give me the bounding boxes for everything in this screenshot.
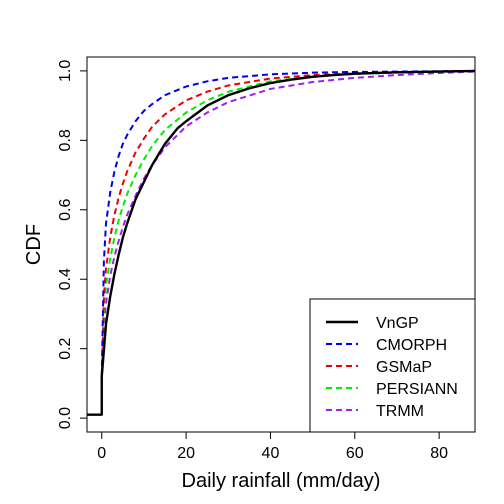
series-line-gsmap	[100, 69, 475, 384]
x-tick-label: 60	[346, 445, 364, 462]
y-tick-label: 0.0	[57, 407, 74, 429]
legend: VnGP CMORPH GSMaP PERSIANN TRMM	[309, 298, 476, 433]
y-tick-label: 0.4	[57, 268, 74, 290]
x-tick-label: 80	[430, 445, 448, 462]
x-axis: 0 20 40 60 80	[97, 431, 448, 462]
y-tick-label: 0.8	[57, 129, 74, 151]
series-layer	[87, 69, 475, 416]
y-tick-label: 1.0	[57, 60, 74, 82]
legend-label-cmorph: CMORPH	[376, 337, 447, 354]
legend-label-gsmap: GSMaP	[376, 359, 432, 376]
legend-label-trmm: TRMM	[376, 403, 424, 420]
y-axis-title: CDF	[23, 224, 45, 265]
y-axis: 0.0 0.2 0.4 0.6 0.8 1.0	[57, 60, 88, 429]
x-tick-label: 0	[97, 445, 106, 462]
x-axis-title: Daily rainfall (mm/day)	[182, 470, 381, 492]
x-tick-label: 40	[262, 445, 280, 462]
y-tick-label: 0.2	[57, 337, 74, 359]
series-line-cmorph	[100, 69, 475, 377]
x-tick-label: 20	[177, 445, 195, 462]
series-line-trmm	[100, 70, 475, 384]
y-tick-label: 0.6	[57, 199, 74, 221]
series-line-vngp	[87, 69, 475, 416]
legend-label-vngp: VnGP	[376, 315, 419, 332]
legend-label-persiann: PERSIANN	[376, 381, 458, 398]
